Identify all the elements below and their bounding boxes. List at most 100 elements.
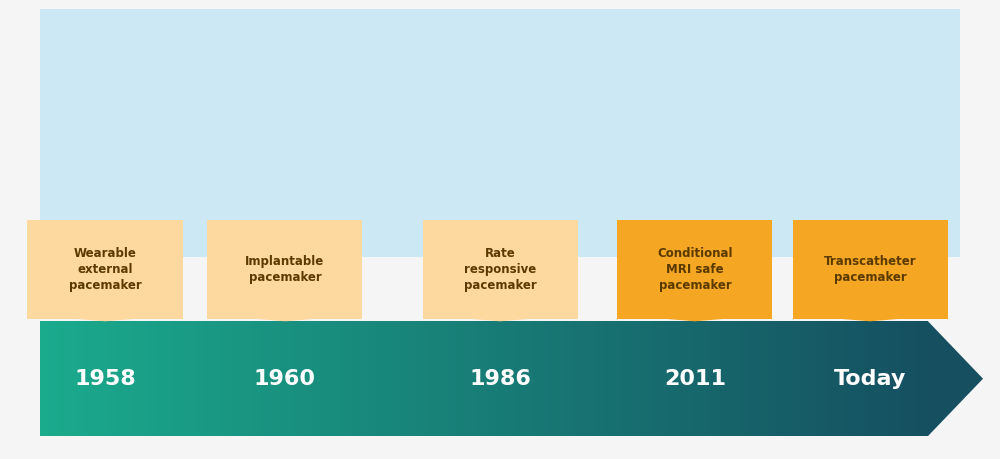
Bar bbox=[520, 321, 524, 436]
Bar bbox=[422, 321, 426, 436]
Bar bbox=[53, 321, 58, 436]
Bar bbox=[626, 321, 631, 436]
Bar bbox=[62, 321, 67, 436]
Bar bbox=[284, 321, 289, 436]
Bar bbox=[395, 321, 400, 436]
Bar bbox=[342, 321, 346, 436]
Bar bbox=[653, 321, 657, 436]
Bar bbox=[76, 321, 80, 436]
Bar bbox=[781, 321, 786, 436]
Bar bbox=[444, 321, 448, 436]
Bar bbox=[80, 321, 84, 436]
Bar bbox=[404, 321, 409, 436]
Bar bbox=[471, 321, 475, 436]
Bar bbox=[275, 321, 280, 436]
Bar bbox=[178, 321, 182, 436]
Bar bbox=[879, 321, 884, 436]
Bar bbox=[222, 321, 226, 436]
Bar bbox=[817, 321, 821, 436]
Bar bbox=[360, 321, 364, 436]
Bar bbox=[169, 321, 173, 436]
Bar bbox=[706, 321, 710, 436]
Bar bbox=[231, 321, 235, 436]
Bar bbox=[155, 321, 160, 436]
Bar bbox=[191, 321, 195, 436]
Bar bbox=[58, 321, 62, 436]
Bar bbox=[524, 321, 528, 436]
Bar bbox=[133, 321, 138, 436]
Bar bbox=[204, 321, 209, 436]
Bar bbox=[866, 321, 870, 436]
Text: Transcatheter
pacemaker: Transcatheter pacemaker bbox=[824, 255, 916, 284]
Bar bbox=[888, 321, 892, 436]
Bar bbox=[792, 220, 948, 319]
Bar bbox=[533, 321, 537, 436]
Bar bbox=[919, 321, 924, 436]
Bar bbox=[679, 321, 684, 436]
Bar bbox=[884, 321, 888, 436]
Bar bbox=[293, 321, 298, 436]
Bar bbox=[138, 321, 142, 436]
Bar bbox=[195, 321, 200, 436]
Bar bbox=[502, 321, 506, 436]
Bar bbox=[142, 321, 147, 436]
Text: Rate
responsive
pacemaker: Rate responsive pacemaker bbox=[464, 247, 536, 292]
Bar bbox=[391, 321, 395, 436]
Bar bbox=[773, 321, 777, 436]
Bar bbox=[777, 321, 781, 436]
Bar bbox=[839, 321, 844, 436]
Bar bbox=[608, 321, 613, 436]
Bar bbox=[337, 321, 342, 436]
Bar bbox=[497, 321, 502, 436]
Bar bbox=[795, 321, 799, 436]
Bar bbox=[835, 321, 839, 436]
Bar bbox=[426, 321, 431, 436]
Bar bbox=[857, 321, 861, 436]
Bar bbox=[733, 321, 737, 436]
Bar bbox=[417, 321, 422, 436]
Bar bbox=[244, 321, 249, 436]
Text: 1958: 1958 bbox=[74, 369, 136, 389]
Bar bbox=[906, 321, 910, 436]
Bar bbox=[853, 321, 857, 436]
Bar bbox=[373, 321, 377, 436]
Bar bbox=[697, 321, 702, 436]
Bar bbox=[235, 321, 240, 436]
Bar bbox=[915, 321, 919, 436]
Bar bbox=[675, 321, 679, 436]
Bar bbox=[728, 321, 733, 436]
Text: 1960: 1960 bbox=[254, 369, 316, 389]
Bar bbox=[386, 321, 391, 436]
Bar bbox=[595, 321, 599, 436]
Bar bbox=[617, 220, 772, 319]
Bar bbox=[764, 321, 768, 436]
Bar bbox=[511, 321, 515, 436]
Bar bbox=[324, 321, 329, 436]
Bar bbox=[488, 321, 493, 436]
Bar bbox=[377, 321, 382, 436]
Bar bbox=[759, 321, 764, 436]
Bar bbox=[440, 321, 444, 436]
Bar bbox=[173, 321, 178, 436]
Bar bbox=[799, 321, 804, 436]
Polygon shape bbox=[77, 319, 133, 321]
Bar bbox=[422, 220, 578, 319]
Bar bbox=[249, 321, 253, 436]
Bar bbox=[635, 321, 639, 436]
Bar bbox=[742, 321, 746, 436]
Bar bbox=[586, 321, 591, 436]
Bar bbox=[44, 321, 49, 436]
Bar bbox=[93, 321, 98, 436]
Bar bbox=[226, 321, 231, 436]
Bar bbox=[71, 321, 76, 436]
Bar bbox=[457, 321, 462, 436]
Bar bbox=[821, 321, 826, 436]
Bar bbox=[120, 321, 124, 436]
Bar bbox=[280, 321, 284, 436]
Bar bbox=[164, 321, 169, 436]
Bar bbox=[670, 321, 675, 436]
Bar bbox=[830, 321, 835, 436]
Bar bbox=[715, 321, 719, 436]
Bar bbox=[542, 321, 546, 436]
Bar bbox=[684, 321, 688, 436]
